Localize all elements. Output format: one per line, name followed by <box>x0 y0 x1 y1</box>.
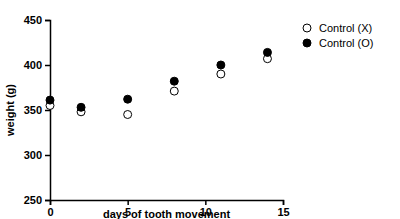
legend-entry: Control (X) <box>303 22 372 34</box>
y-tick-label: 250 <box>24 194 42 206</box>
plot: 051015250300350400450 <box>24 14 290 218</box>
legend-entry: Control (O) <box>303 37 373 49</box>
x-tick-mark <box>205 200 207 205</box>
point <box>124 95 132 103</box>
x-tick-label: 15 <box>277 206 289 218</box>
y-tick-mark <box>45 110 50 112</box>
points <box>46 48 271 118</box>
series <box>46 55 271 119</box>
series <box>46 48 271 111</box>
x-tick: 0 <box>47 200 53 218</box>
y-tick-label: 300 <box>24 149 42 161</box>
point <box>77 103 85 111</box>
y-axis-line <box>45 21 51 201</box>
point <box>217 61 225 69</box>
y-tick-label: 400 <box>24 59 42 71</box>
x-tick-mark <box>127 200 129 205</box>
y-tick: 300 <box>24 149 50 161</box>
y-tick: 450 <box>24 14 50 26</box>
y-tick-mark <box>45 65 50 67</box>
point <box>217 70 225 78</box>
legend-marker <box>303 24 311 32</box>
x-tick-label: 0 <box>47 206 53 218</box>
legend-marker <box>303 39 311 47</box>
y-tick-label: 450 <box>24 14 42 26</box>
legend: Control (X) Control (O) <box>303 22 373 49</box>
y-axis: 250 300 350 400 450 <box>24 14 51 206</box>
x-axis-line <box>51 201 284 206</box>
chart: 051015250300350400450weight (g)days of t… <box>0 0 400 219</box>
y-tick: 250 <box>24 194 50 206</box>
x-tick-mark <box>283 200 285 205</box>
legend-label: Control (O) <box>319 37 373 49</box>
y-tick-mark <box>45 200 50 202</box>
legend-label: Control (X) <box>319 22 372 34</box>
point <box>263 48 271 56</box>
y-axis-title: weight (g) <box>4 84 16 137</box>
point <box>170 77 178 85</box>
point <box>170 87 178 95</box>
y-tick-label: 350 <box>24 104 42 116</box>
y-tick: 400 <box>24 59 50 71</box>
point <box>124 111 132 119</box>
y-tick-mark <box>45 20 50 22</box>
point <box>46 96 54 104</box>
x-axis-title: days of tooth movement <box>103 208 230 219</box>
y-tick-mark <box>45 155 50 157</box>
x-tick: 15 <box>277 200 289 218</box>
